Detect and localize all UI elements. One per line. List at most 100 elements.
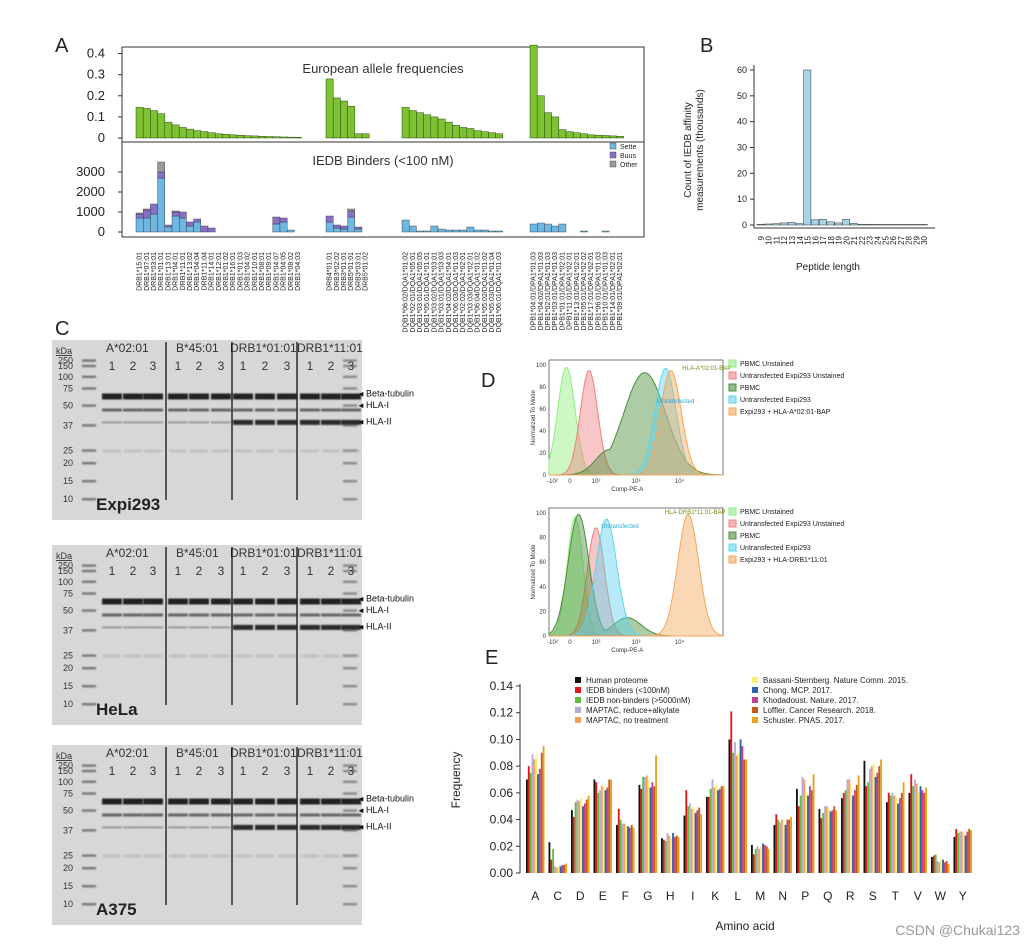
c-ladder-band [82,903,96,906]
c-band-tubulin [341,393,361,400]
c-lane-number: 2 [328,564,335,578]
a-allele-label: DRB1*07:01 [144,252,151,291]
e-bar [936,860,939,873]
c-allele-header: A*02:01 [106,546,149,560]
c-band-tubulin [321,393,341,400]
e-bar [777,819,780,873]
a-allele-label: DQB1*02:02/DQA1*02:01 [460,252,467,333]
e-bar [554,866,556,873]
e-bar [855,784,858,873]
e-bar [689,803,691,873]
a-frequency-bar [536,95,545,139]
a-legend-swatch [609,142,617,150]
c-band-hla1 [300,408,320,412]
c-ladder-band-right [343,480,357,483]
panel-e-ylabel: Frequency [449,752,463,809]
e-bar [842,792,845,873]
c-label-hla1: HLA-I [366,400,389,410]
b-bar [865,223,874,226]
a-allele-label: DPB1*04:01/DPA1*01:03 [531,252,538,331]
panel-a-bars [135,44,624,233]
d-legend-label: PBMC Unstained [740,509,794,516]
c-band-hla1 [143,613,163,617]
c-arrow-tubulin: ◄ [357,390,365,399]
c-lane-number: 1 [240,764,247,778]
e-bar [550,859,553,873]
c-band-hla1 [277,613,297,617]
e-legend-swatch [575,697,581,703]
c-ladder-band-right [343,780,357,783]
a-frequency-bar [608,135,617,139]
e-bar [606,787,609,873]
a-frequency-bar [150,110,158,139]
c-lane-number: 2 [196,359,203,373]
d-untransfected-label: Untransfected [657,399,694,405]
c-lane-number: 2 [130,359,137,373]
c-lane-number: 3 [348,564,355,578]
e-category-label: T [892,889,900,903]
c-ladder-band [82,769,96,773]
c-band-tubulin [143,393,163,400]
b-category-label: 12 [780,235,789,244]
a-binder-bar-buus [333,224,341,229]
c-arrow-hla2: ◄ [357,417,365,426]
e-bar [762,843,764,873]
b-category-label: 27 [897,235,906,244]
panel-c-letter: C [55,318,69,340]
c-label-hla1: HLA-I [366,605,389,615]
a-top-ytick-label: 0 [98,130,105,145]
d-untransfected-label: Untransfected [601,524,638,530]
e-bar [835,810,837,873]
c-band-hla1 [300,813,320,817]
a-allele-label: DPB1*04:02/DPA1*01:03 [538,252,545,331]
c-lane-number: 3 [284,359,291,373]
d-legend-swatch [728,555,737,564]
c-band-hla2 [255,824,275,830]
c-band-tubulin [321,798,341,805]
a-allele-label: DRB1*01:01 [158,252,165,291]
a-allele-label: DRB1*08:02 [288,252,295,291]
c-mw-marker: 75 [63,384,73,394]
a-binder-bar-buus [142,209,151,219]
d-ylabel: Normalized To Mode [531,544,537,600]
c-band-hla1 [189,613,209,617]
e-bar [675,835,678,873]
c-lane-number: 3 [284,764,291,778]
c-ladder-band-right [343,769,357,773]
c-band-hla2 [255,624,275,630]
e-legend-swatch [752,707,758,713]
a-bottom-ytick-label: 2000 [76,184,105,199]
c-ladder-band-right [343,885,357,888]
e-bar [786,819,789,873]
e-bar [810,790,813,873]
c-band-tubulin [233,798,253,805]
a-binder-bar-sette [537,222,545,233]
a-binder-bar-buus [135,213,144,219]
a-allele-label: DRB1*03:01 [151,252,158,291]
a-allele-label: DRB1*04:07 [273,252,280,291]
c-mw-marker: 100 [58,372,73,382]
c-band-hla2 [341,419,361,425]
c-ladder-band-right [343,580,357,583]
d-xlabel: Comp-PE-A [611,648,643,654]
a-binder-bar-sette [150,213,158,233]
a-binder-bar-buus [150,203,158,215]
c-band-lower [278,450,296,452]
e-bar [805,792,808,873]
c-band-tubulin [255,798,275,805]
a-frequency-bar [164,121,173,139]
a-legend-label: Buus [620,153,636,160]
b-bar [811,219,819,226]
a-binder-bar-other [135,212,144,215]
c-arrow-hla2: ◄ [357,822,365,831]
a-allele-label: DQB1*06:04/DQA1*01:02 [475,252,482,333]
d-ytick-label: 80 [539,385,546,391]
b-ytick-label: 30 [737,143,747,153]
panel-b-axes: 0 10 20 30 40 50 60 [737,65,935,230]
b-category-label: 28 [905,235,914,244]
e-bar [876,772,879,873]
e-bar [619,819,622,873]
e-bar [717,790,719,873]
